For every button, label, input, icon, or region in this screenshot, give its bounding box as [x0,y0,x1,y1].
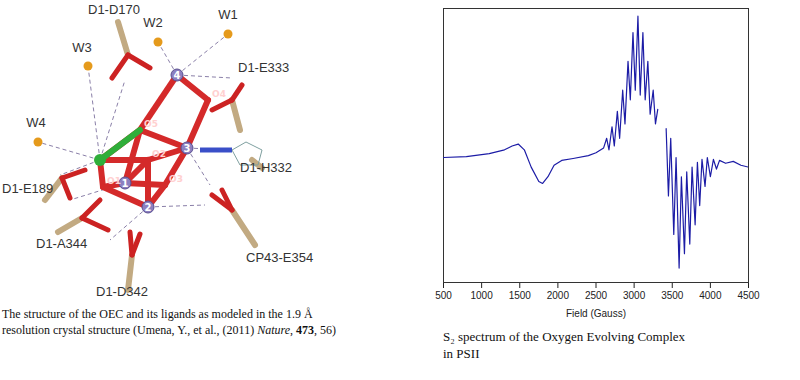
svg-text:3500: 3500 [661,290,684,301]
html-text:in PSII: in PSII [443,346,480,361]
svg-text:D1-D170: D1-D170 [88,2,140,17]
svg-text:D1-E333: D1-E333 [238,60,289,75]
svg-text:500: 500 [435,290,452,301]
svg-text:1: 1 [122,178,129,189]
svg-text:2: 2 [145,202,152,213]
svg-text:O1: O1 [107,176,121,186]
svg-text:4000: 4000 [699,290,722,301]
svg-text:D1-D342: D1-D342 [96,284,148,299]
svg-text:4: 4 [174,70,181,81]
svg-text:1500: 1500 [509,290,532,301]
svg-text:O4: O4 [212,89,226,99]
svg-text:D1-A344: D1-A344 [36,236,87,251]
svg-text:Field (Gauss): Field (Gauss) [566,308,626,319]
html-text:resolution crystal structure (: resolution crystal structure (Umena, Y.,… [2,323,336,337]
svg-text:D1-H332: D1-H332 [240,160,292,175]
svg-text:2000: 2000 [547,290,570,301]
html-text:S₂ spectrum of the Oxygen Evol: S₂ spectrum of the Oxygen Evolving Compl… [443,329,686,344]
svg-text:D1-E189: D1-E189 [2,181,53,196]
svg-text:2500: 2500 [585,290,608,301]
svg-text:W1: W1 [218,7,238,22]
svg-text:W2: W2 [143,15,163,30]
svg-text:O3: O3 [169,174,183,184]
svg-text:O2: O2 [152,149,166,159]
svg-text:4500: 4500 [737,290,760,301]
svg-text:CP43-E354: CP43-E354 [246,250,313,265]
svg-text:3: 3 [184,143,191,154]
svg-text:W4: W4 [26,115,46,130]
svg-text:1000: 1000 [471,290,494,301]
svg-text:W3: W3 [72,40,92,55]
html-text:The structure of the OEC and i: The structure of the OEC and its ligands… [2,307,313,321]
svg-text:3000: 3000 [623,290,646,301]
svg-text:O5: O5 [144,119,158,129]
